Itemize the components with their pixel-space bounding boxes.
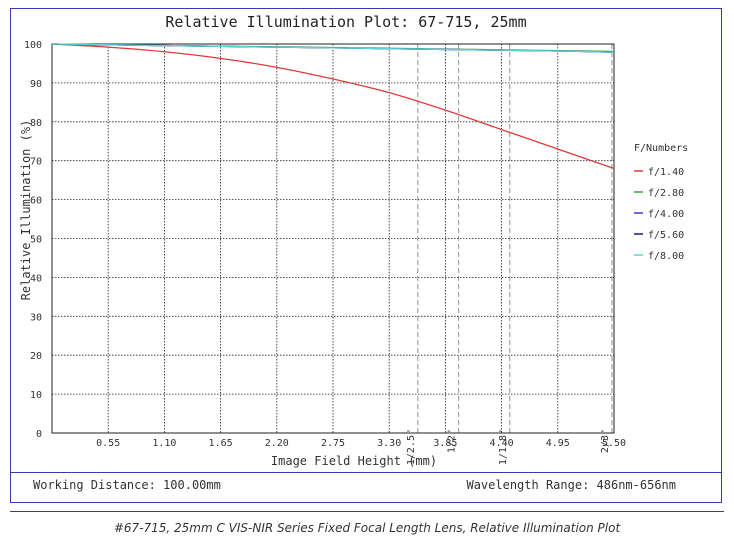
x-axis-label: Image Field Height (mm) [271,454,437,468]
divider [10,511,724,512]
sensor-marker-label: 1/2.5" [406,429,417,465]
y-tick-label: 50 [30,235,42,246]
figure-caption: #67-715, 25mm C VIS-NIR Series Fixed Foc… [113,521,621,535]
legend-entry: f/4.00 [648,209,684,220]
wavelength-range: Wavelength Range: 486nm-656nm [466,478,676,492]
working-distance: Working Distance: 100.00mm [33,478,221,492]
plot-frame [10,8,722,503]
chart-title: Relative Illumination Plot: 67-715, 25mm [165,13,526,31]
x-tick-label: 3.85 [433,438,457,449]
y-axis-label: Relative Illumination (%) [19,120,33,301]
legend-entry: f/8.00 [648,251,684,262]
plot-area-border [51,43,615,434]
sensor-marker-label: 2/3" [600,429,611,453]
legend-entry: f/2.80 [648,188,684,199]
x-tick-label: 2.20 [265,438,289,449]
x-tick-label: 2.75 [321,438,345,449]
sensor-marker-label: 1/2" [447,429,458,453]
y-tick-label: 20 [30,351,42,362]
legend-entry: f/5.60 [648,230,684,241]
series-line-f-8-00 [51,43,615,53]
legend-title: F/Numbers [634,143,688,154]
y-tick-label: 30 [30,312,42,323]
x-tick-label: 0.55 [96,438,120,449]
x-tick-label: 5.50 [602,438,626,449]
y-tick-label: 70 [30,157,42,168]
footer-box [10,472,722,503]
x-tick-label: 4.40 [490,438,514,449]
series-line-f-1-40 [51,43,615,170]
y-tick-label: 40 [30,273,42,284]
x-tick-label: 1.10 [152,438,176,449]
y-tick-label: 60 [30,196,42,207]
y-tick-label: 90 [30,79,42,90]
sensor-marker-label: 1/1.8" [498,429,509,465]
y-tick-label: 100 [24,40,42,51]
relative-illumination-chart: Relative Illumination Plot: 67-715, 25mm… [19,13,688,468]
y-tick-label: 80 [30,118,42,129]
x-tick-label: 1.65 [209,438,233,449]
legend-entry: f/1.40 [648,167,684,178]
y-tick-label: 0 [36,429,42,440]
x-tick-label: 4.95 [546,438,570,449]
x-tick-label: 3.30 [377,438,401,449]
y-tick-label: 10 [30,390,42,401]
